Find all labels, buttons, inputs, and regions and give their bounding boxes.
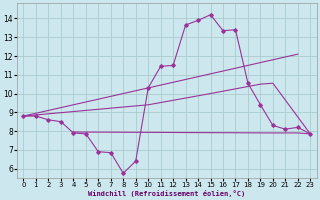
X-axis label: Windchill (Refroidissement éolien,°C): Windchill (Refroidissement éolien,°C) [88, 190, 245, 197]
